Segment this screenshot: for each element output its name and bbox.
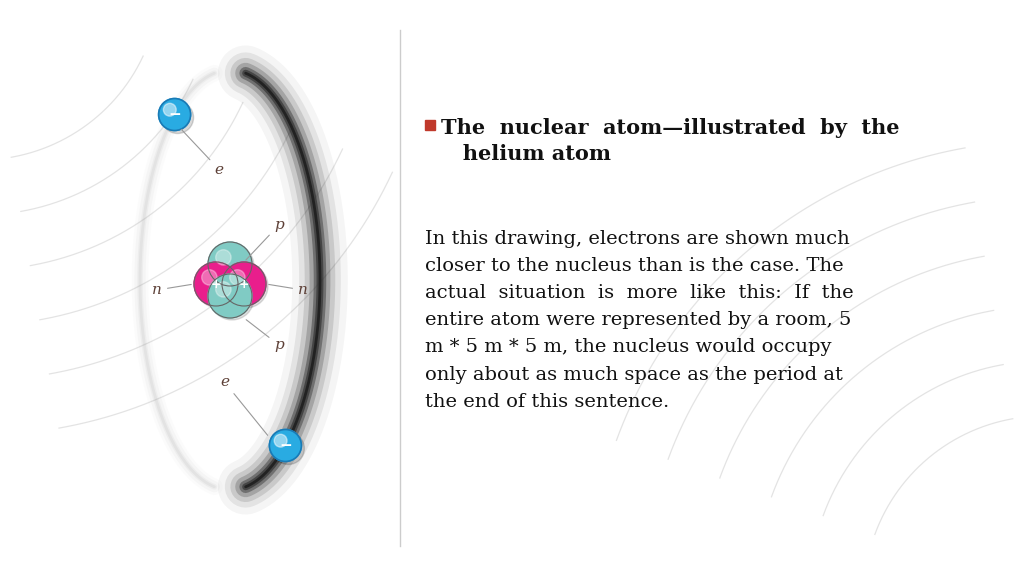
Circle shape — [162, 101, 194, 134]
Text: e: e — [181, 130, 223, 176]
Circle shape — [210, 276, 254, 320]
Text: n: n — [153, 283, 191, 297]
Text: helium atom: helium atom — [441, 144, 611, 164]
Text: +: + — [211, 278, 221, 290]
Circle shape — [196, 264, 240, 308]
Circle shape — [164, 103, 176, 116]
Text: p: p — [246, 218, 284, 260]
Circle shape — [194, 262, 238, 306]
Circle shape — [202, 270, 217, 285]
Circle shape — [216, 282, 231, 297]
Circle shape — [224, 264, 268, 308]
Text: −: − — [168, 107, 181, 122]
Text: The  nuclear  atom—illustrated  by  the: The nuclear atom—illustrated by the — [441, 118, 899, 138]
Circle shape — [269, 430, 301, 461]
Circle shape — [229, 270, 245, 285]
Circle shape — [272, 433, 304, 464]
Circle shape — [216, 250, 231, 265]
Text: e: e — [220, 376, 267, 435]
Text: p: p — [246, 320, 284, 352]
Circle shape — [159, 98, 190, 131]
Bar — [425, 120, 435, 130]
Circle shape — [210, 244, 254, 288]
Circle shape — [222, 262, 266, 306]
Text: In this drawing, electrons are shown much
closer to the nucleus than is the case: In this drawing, electrons are shown muc… — [425, 230, 854, 411]
Text: −: − — [279, 438, 292, 453]
Circle shape — [208, 242, 252, 286]
Text: +: + — [239, 278, 249, 290]
Text: n: n — [268, 283, 308, 297]
Circle shape — [274, 434, 287, 447]
Circle shape — [208, 274, 252, 318]
